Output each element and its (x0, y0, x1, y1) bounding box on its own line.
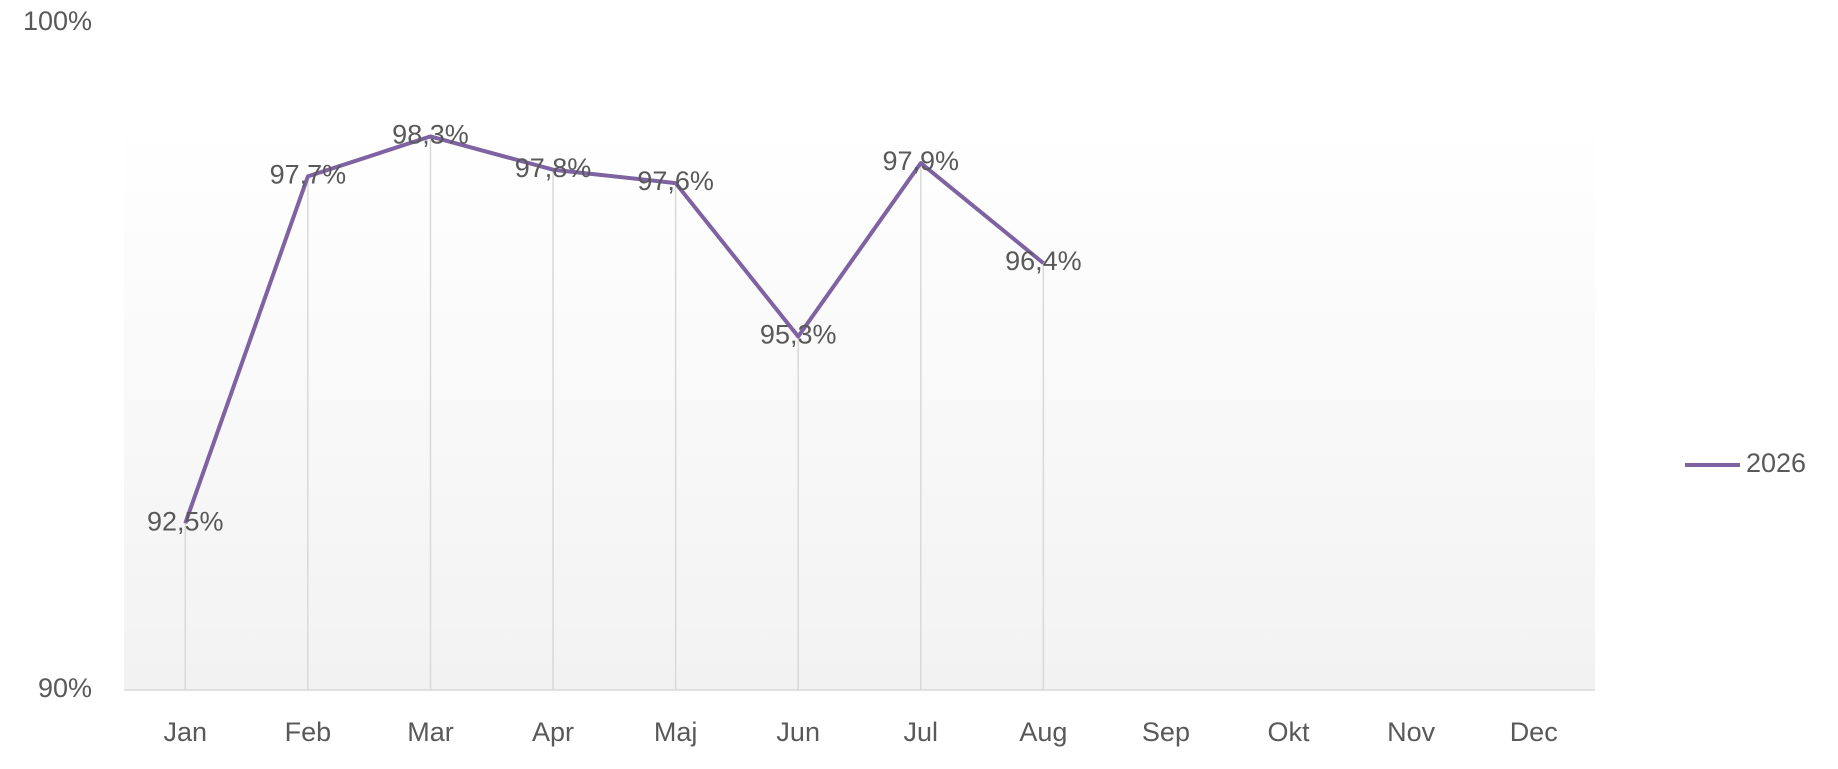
x-tick-label: Okt (1268, 717, 1311, 747)
data-label: 97,6% (637, 166, 714, 196)
plot-area (124, 23, 1595, 690)
legend-label: 2026 (1746, 448, 1806, 478)
x-tick-label: Aug (1019, 717, 1067, 747)
x-tick-label: Jul (904, 717, 939, 747)
data-label: 97,9% (883, 146, 960, 176)
x-tick-label: Sep (1142, 717, 1190, 747)
data-label: 96,4% (1005, 246, 1082, 276)
x-tick-label: Dec (1510, 717, 1558, 747)
x-tick-label: Apr (532, 717, 574, 747)
x-tick-label: Jun (776, 717, 820, 747)
data-label: 97,7% (270, 160, 347, 190)
data-label: 98,3% (392, 120, 469, 150)
data-label: 97,8% (515, 153, 592, 183)
x-tick-label: Maj (654, 717, 698, 747)
x-tick-label: Nov (1387, 717, 1436, 747)
y-tick-label: 100% (23, 6, 92, 36)
x-tick-label: Feb (285, 717, 332, 747)
x-tick-label: Jan (164, 717, 208, 747)
line (183, 134, 1045, 524)
data-label: 95,3% (760, 320, 837, 350)
data-label: 92,5% (147, 506, 224, 536)
y-tick-label: 90% (38, 673, 92, 703)
x-tick-label: Mar (407, 717, 454, 747)
